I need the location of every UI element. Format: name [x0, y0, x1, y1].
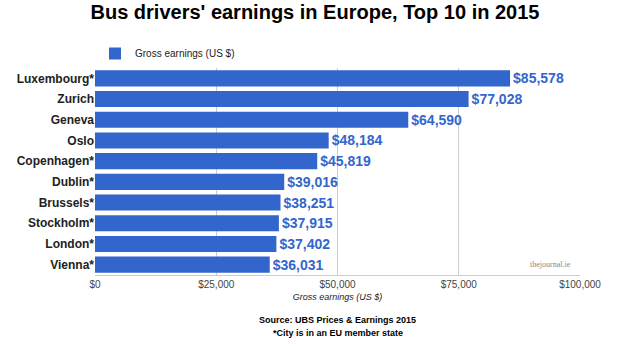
svg-text:$37,402: $37,402	[279, 236, 330, 252]
svg-text:thejournal.ie: thejournal.ie	[530, 260, 571, 269]
svg-text:London*: London*	[45, 237, 94, 251]
svg-text:Gross earnings (US $): Gross earnings (US $)	[293, 292, 383, 302]
svg-text:$45,819: $45,819	[320, 153, 371, 169]
svg-text:Dublin*: Dublin*	[52, 175, 94, 189]
svg-text:$25,000: $25,000	[198, 279, 235, 290]
svg-text:Brussels*: Brussels*	[39, 196, 95, 210]
svg-text:Zurich: Zurich	[57, 92, 94, 106]
svg-text:Luxembourg*: Luxembourg*	[17, 72, 95, 86]
svg-text:$85,578: $85,578	[513, 70, 564, 86]
svg-text:$64,590: $64,590	[411, 112, 462, 128]
svg-text:Gross earnings (US $): Gross earnings (US $)	[135, 48, 234, 59]
svg-text:Oslo: Oslo	[67, 134, 94, 148]
svg-text:$100,000: $100,000	[559, 279, 601, 290]
svg-text:$75,000: $75,000	[441, 279, 478, 290]
svg-text:Bus drivers' earnings in Europ: Bus drivers' earnings in Europe, Top 10 …	[91, 1, 540, 23]
svg-text:$48,184: $48,184	[332, 132, 383, 148]
svg-text:Source: UBS Prices & Earnings: Source: UBS Prices & Earnings 2015	[259, 315, 416, 325]
svg-text:Stockholm*: Stockholm*	[28, 216, 94, 230]
svg-text:$77,028: $77,028	[472, 91, 523, 107]
svg-text:$39,016: $39,016	[287, 174, 338, 190]
svg-text:Geneva: Geneva	[51, 113, 95, 127]
svg-text:$38,251: $38,251	[284, 195, 335, 211]
svg-text:$0: $0	[89, 279, 101, 290]
svg-text:Vienna*: Vienna*	[50, 258, 94, 272]
svg-text:$36,031: $36,031	[273, 257, 324, 273]
svg-text:$37,915: $37,915	[282, 215, 333, 231]
svg-text:Copenhagen*: Copenhagen*	[17, 154, 95, 168]
svg-text:*City is in an EU member state: *City is in an EU member state	[273, 328, 403, 338]
svg-text:$50,000: $50,000	[319, 279, 356, 290]
